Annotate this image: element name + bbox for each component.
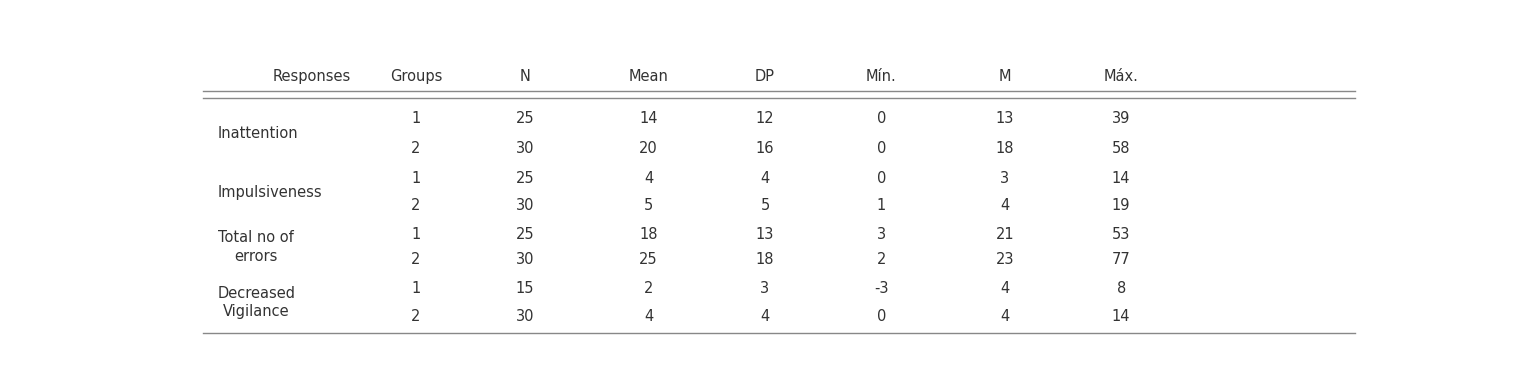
Text: 3: 3 bbox=[1000, 171, 1010, 186]
Text: 1: 1 bbox=[876, 199, 885, 214]
Text: M: M bbox=[999, 69, 1011, 84]
Text: Máx.: Máx. bbox=[1103, 69, 1138, 84]
Text: 14: 14 bbox=[1112, 309, 1131, 324]
Text: Impulsiveness: Impulsiveness bbox=[218, 185, 322, 200]
Text: 18: 18 bbox=[996, 141, 1014, 156]
Text: 23: 23 bbox=[996, 253, 1014, 267]
Text: DP: DP bbox=[755, 69, 775, 84]
Text: 58: 58 bbox=[1112, 141, 1131, 156]
Text: Mean: Mean bbox=[628, 69, 668, 84]
Text: 77: 77 bbox=[1112, 253, 1131, 267]
Text: 19: 19 bbox=[1112, 199, 1131, 214]
Text: 2: 2 bbox=[643, 281, 653, 296]
Text: 5: 5 bbox=[643, 199, 653, 214]
Text: 14: 14 bbox=[1112, 171, 1131, 186]
Text: 25: 25 bbox=[639, 253, 657, 267]
Text: 5: 5 bbox=[760, 199, 769, 214]
Text: 2: 2 bbox=[411, 199, 421, 214]
Text: -3: -3 bbox=[875, 281, 889, 296]
Text: 53: 53 bbox=[1112, 227, 1131, 242]
Text: 39: 39 bbox=[1112, 112, 1131, 126]
Text: 0: 0 bbox=[876, 141, 885, 156]
Text: 30: 30 bbox=[516, 253, 535, 267]
Text: 4: 4 bbox=[643, 309, 653, 324]
Text: 3: 3 bbox=[760, 281, 769, 296]
Text: Responses: Responses bbox=[273, 69, 351, 84]
Text: 18: 18 bbox=[755, 253, 774, 267]
Text: 2: 2 bbox=[411, 141, 421, 156]
Text: 4: 4 bbox=[1000, 281, 1010, 296]
Text: 25: 25 bbox=[516, 171, 535, 186]
Text: 0: 0 bbox=[876, 171, 885, 186]
Text: 15: 15 bbox=[516, 281, 535, 296]
Text: 1: 1 bbox=[411, 227, 420, 242]
Text: 1: 1 bbox=[411, 171, 420, 186]
Text: 4: 4 bbox=[643, 171, 653, 186]
Text: N: N bbox=[519, 69, 530, 84]
Text: 30: 30 bbox=[516, 199, 535, 214]
Text: 25: 25 bbox=[516, 112, 535, 126]
Text: 13: 13 bbox=[996, 112, 1014, 126]
Text: 4: 4 bbox=[760, 171, 769, 186]
Text: 2: 2 bbox=[876, 253, 885, 267]
Text: 4: 4 bbox=[1000, 309, 1010, 324]
Text: Total no of
errors: Total no of errors bbox=[218, 230, 293, 264]
Text: 1: 1 bbox=[411, 112, 420, 126]
Text: 4: 4 bbox=[760, 309, 769, 324]
Text: 25: 25 bbox=[516, 227, 535, 242]
Text: Mín.: Mín. bbox=[866, 69, 896, 84]
Text: 30: 30 bbox=[516, 309, 535, 324]
Text: 2: 2 bbox=[411, 309, 421, 324]
Text: 0: 0 bbox=[876, 112, 885, 126]
Text: Groups: Groups bbox=[389, 69, 443, 84]
Text: Inattention: Inattention bbox=[218, 126, 299, 141]
Text: 12: 12 bbox=[755, 112, 774, 126]
Text: 3: 3 bbox=[876, 227, 885, 242]
Text: 8: 8 bbox=[1117, 281, 1126, 296]
Text: 21: 21 bbox=[996, 227, 1014, 242]
Text: 1: 1 bbox=[411, 281, 420, 296]
Text: 16: 16 bbox=[755, 141, 774, 156]
Text: Decreased
Vigilance: Decreased Vigilance bbox=[218, 286, 296, 319]
Text: 2: 2 bbox=[411, 253, 421, 267]
Text: 4: 4 bbox=[1000, 199, 1010, 214]
Text: 30: 30 bbox=[516, 141, 535, 156]
Text: 0: 0 bbox=[876, 309, 885, 324]
Text: 13: 13 bbox=[755, 227, 774, 242]
Text: 18: 18 bbox=[639, 227, 657, 242]
Text: 20: 20 bbox=[639, 141, 657, 156]
Text: 14: 14 bbox=[639, 112, 657, 126]
